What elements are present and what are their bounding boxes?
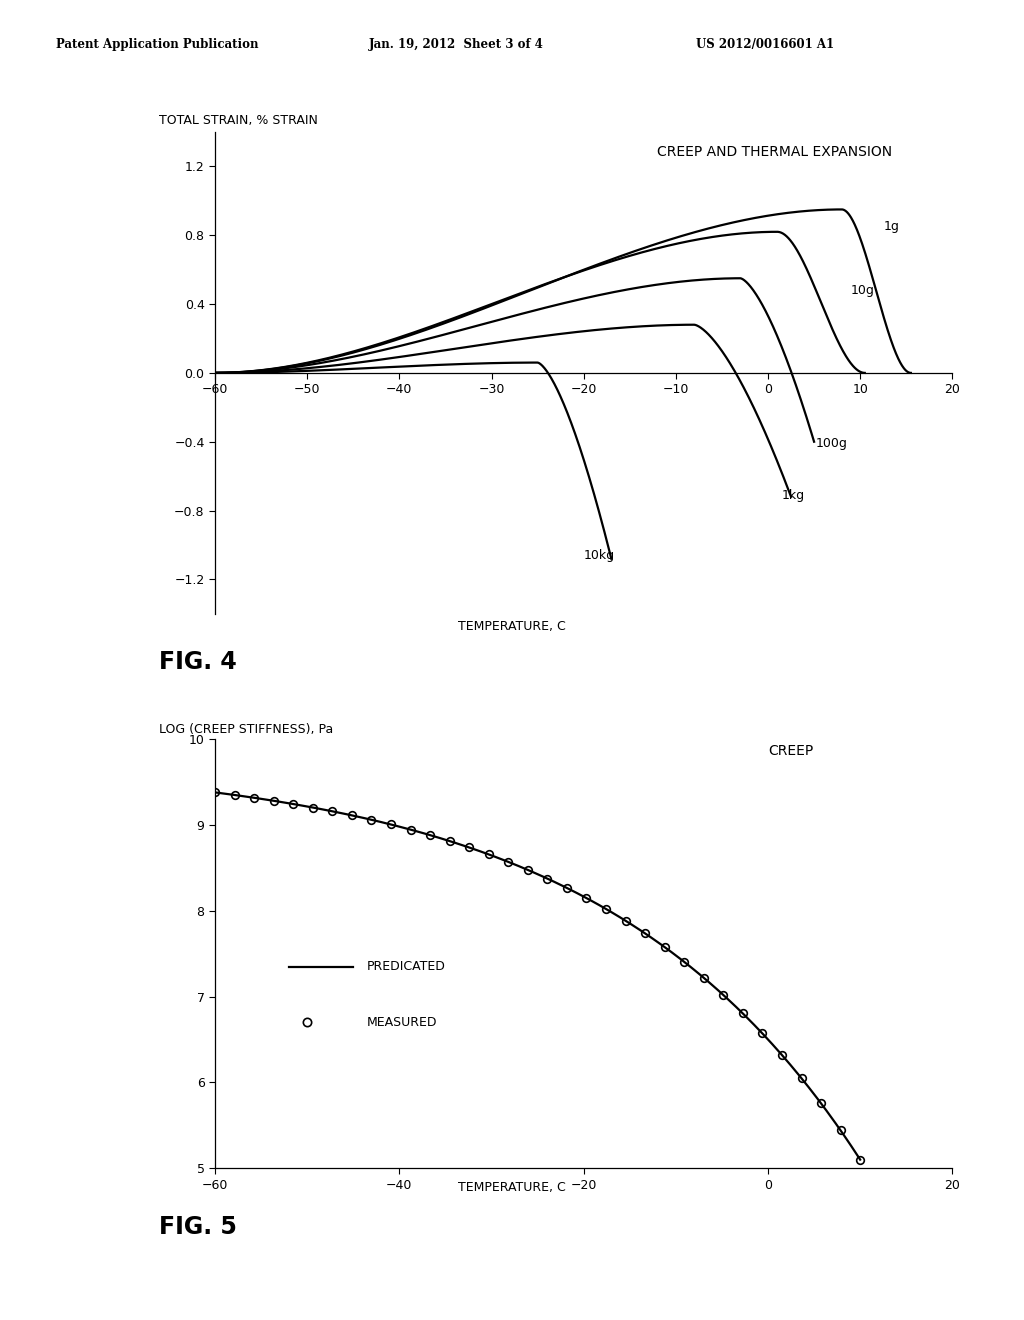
Text: 1kg: 1kg [782,488,805,502]
Text: CREEP AND THERMAL EXPANSION: CREEP AND THERMAL EXPANSION [657,145,893,160]
Text: 10g: 10g [851,284,874,297]
Text: FIG. 4: FIG. 4 [159,651,237,675]
Text: 100g: 100g [816,437,848,450]
Text: Jan. 19, 2012  Sheet 3 of 4: Jan. 19, 2012 Sheet 3 of 4 [369,37,544,50]
Text: 10kg: 10kg [584,549,614,562]
Text: FIG. 5: FIG. 5 [159,1216,237,1239]
Text: CREEP: CREEP [768,743,813,758]
Text: TEMPERATURE, C: TEMPERATURE, C [458,1180,566,1193]
Text: US 2012/0016601 A1: US 2012/0016601 A1 [696,37,835,50]
Text: MEASURED: MEASURED [368,1016,437,1028]
Text: TOTAL STRAIN, % STRAIN: TOTAL STRAIN, % STRAIN [159,114,317,127]
Text: LOG (CREEP STIFFNESS), Pa: LOG (CREEP STIFFNESS), Pa [159,722,333,735]
Text: 1g: 1g [883,220,899,234]
Text: PREDICATED: PREDICATED [368,960,446,973]
Text: Patent Application Publication: Patent Application Publication [56,37,259,50]
Text: TEMPERATURE, C: TEMPERATURE, C [458,619,566,632]
